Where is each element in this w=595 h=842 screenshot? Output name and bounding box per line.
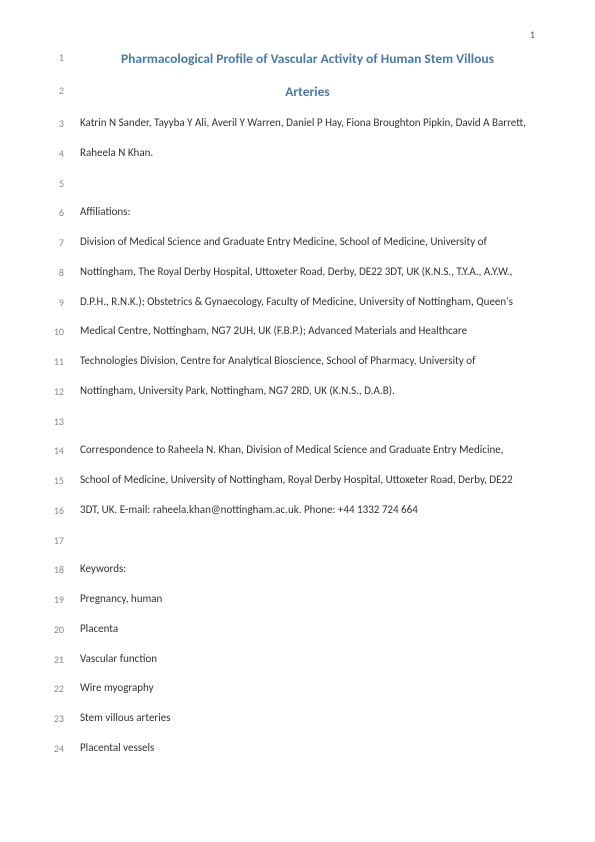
- title-text: Pharmacological Profile of Vascular Acti…: [80, 50, 535, 68]
- text-line: 13: [80, 414, 535, 428]
- body-text: Placental vessels: [80, 741, 535, 755]
- text-line: 18Keywords:: [80, 562, 535, 576]
- page-number: 1: [530, 28, 535, 41]
- body-text: Affiliations:: [80, 205, 535, 219]
- text-line: 19Pregnancy, human: [80, 592, 535, 606]
- body-text: D.P.H., R.N.K.); Obstetrics & Gynaecolog…: [80, 295, 535, 309]
- body-text: Vascular function: [80, 652, 535, 666]
- line-number: 6: [40, 205, 64, 219]
- body-text: Technologies Division, Centre for Analyt…: [80, 354, 535, 368]
- body-text: Raheela N Khan.: [80, 146, 535, 160]
- text-line: 3Katrin N Sander, Tayyba Y Ali, Averil Y…: [80, 116, 535, 130]
- body-text: Medical Centre, Nottingham, NG7 2UH, UK …: [80, 324, 535, 338]
- document-page: 1 1Pharmacological Profile of Vascular A…: [0, 0, 595, 811]
- line-number: 1: [40, 50, 64, 64]
- text-line: 9D.P.H., R.N.K.); Obstetrics & Gynaecolo…: [80, 295, 535, 309]
- line-number: 14: [40, 443, 64, 457]
- text-line: 15School of Medicine, University of Nott…: [80, 473, 535, 487]
- text-line: 11Technologies Division, Centre for Anal…: [80, 354, 535, 368]
- body-text: Nottingham, The Royal Derby Hospital, Ut…: [80, 265, 535, 279]
- document-body: 1Pharmacological Profile of Vascular Act…: [80, 50, 535, 755]
- text-line: 8Nottingham, The Royal Derby Hospital, U…: [80, 265, 535, 279]
- line-number: 13: [40, 414, 64, 428]
- line-number: 19: [40, 592, 64, 606]
- line-number: 4: [40, 146, 64, 160]
- body-text: Nottingham, University Park, Nottingham,…: [80, 384, 535, 398]
- text-line: 5: [80, 176, 535, 190]
- line-number: 18: [40, 562, 64, 576]
- line-number: 16: [40, 503, 64, 517]
- line-number: 15: [40, 473, 64, 487]
- title-text: Arteries: [80, 83, 535, 101]
- line-number: 21: [40, 652, 64, 666]
- line-number: 23: [40, 711, 64, 725]
- text-line: 20Placenta: [80, 622, 535, 636]
- body-text: Pregnancy, human: [80, 592, 535, 606]
- line-number: 20: [40, 622, 64, 636]
- line-number: 8: [40, 265, 64, 279]
- text-line: 10Medical Centre, Nottingham, NG7 2UH, U…: [80, 324, 535, 338]
- line-number: 12: [40, 384, 64, 398]
- text-line: 2Arteries: [80, 83, 535, 101]
- body-text: Placenta: [80, 622, 535, 636]
- text-line: 22Wire myography: [80, 681, 535, 695]
- text-line: 7Division of Medical Science and Graduat…: [80, 235, 535, 249]
- line-number: 10: [40, 324, 64, 338]
- line-number: 2: [40, 83, 64, 97]
- text-line: 163DT, UK. E-mail: raheela.khan@nottingh…: [80, 503, 535, 517]
- body-text: Wire myography: [80, 681, 535, 695]
- text-line: 4Raheela N Khan.: [80, 146, 535, 160]
- body-text: School of Medicine, University of Nottin…: [80, 473, 535, 487]
- line-number: 3: [40, 116, 64, 130]
- body-text: Katrin N Sander, Tayyba Y Ali, Averil Y …: [80, 116, 535, 130]
- line-number: 9: [40, 295, 64, 309]
- body-text: Keywords:: [80, 562, 535, 576]
- body-text: 3DT, UK. E-mail: raheela.khan@nottingham…: [80, 503, 535, 517]
- text-line: 6Affiliations:: [80, 205, 535, 219]
- text-line: 23Stem villous arteries: [80, 711, 535, 725]
- body-text: Stem villous arteries: [80, 711, 535, 725]
- line-number: 24: [40, 741, 64, 755]
- line-number: 11: [40, 354, 64, 368]
- text-line: 17: [80, 533, 535, 547]
- line-number: 22: [40, 681, 64, 695]
- body-text: Division of Medical Science and Graduate…: [80, 235, 535, 249]
- text-line: 24Placental vessels: [80, 741, 535, 755]
- text-line: 14Correspondence to Raheela N. Khan, Div…: [80, 443, 535, 457]
- text-line: 1Pharmacological Profile of Vascular Act…: [80, 50, 535, 68]
- body-text: Correspondence to Raheela N. Khan, Divis…: [80, 443, 535, 457]
- line-number: 17: [40, 533, 64, 547]
- text-line: 12Nottingham, University Park, Nottingha…: [80, 384, 535, 398]
- text-line: 21Vascular function: [80, 652, 535, 666]
- line-number: 5: [40, 176, 64, 190]
- line-number: 7: [40, 235, 64, 249]
